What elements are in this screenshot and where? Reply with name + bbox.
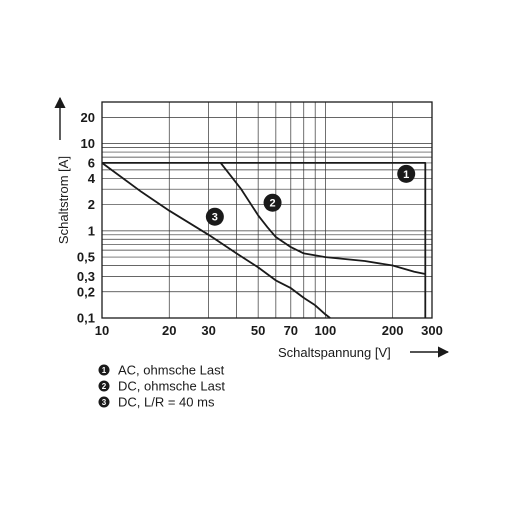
grid — [101, 101, 433, 319]
legend-label: DC, ohmsche Last — [118, 379, 225, 394]
series-line-3 — [101, 162, 331, 319]
series-line-1 — [102, 161, 427, 318]
x-axis-label: Schaltspannung [V] — [278, 345, 391, 360]
legend-badge-number: 1 — [102, 366, 107, 375]
curve-badge-3 — [205, 207, 224, 226]
legend-label: DC, L/R = 40 ms — [118, 395, 215, 410]
y-tick-label: 10 — [81, 136, 95, 151]
y-tick-label: 0,5 — [77, 250, 95, 265]
y-tick-label: 2 — [88, 197, 95, 212]
x-tick-label: 20 — [162, 323, 176, 338]
curve-badges: 1 2 3 — [205, 164, 416, 226]
curve-badge-number: 1 — [403, 169, 409, 181]
curve-badge-1 — [397, 164, 416, 183]
curve-badge-2 — [263, 193, 282, 212]
plot-frame — [101, 101, 433, 319]
legend-badge-number: 3 — [102, 398, 107, 407]
x-tick-label: 200 — [382, 323, 404, 338]
legend-badge-1 — [98, 364, 110, 376]
x-tick-label: 70 — [284, 323, 298, 338]
y-tick-label: 4 — [88, 171, 96, 186]
series-group — [101, 161, 427, 319]
y-tick-label: 6 — [88, 155, 95, 170]
tick-labels: 10 20 30 50 70 100 200 300 0,1 0,20,3 0,5 1 2 46 10 20 — [77, 110, 443, 338]
legend: 1 AC, ohmsche Last 2 DC, ohmsche Last 3 DC, L… — [98, 363, 225, 410]
y-tick-label: 0,2 — [77, 284, 95, 299]
legend-label: AC, ohmsche Last — [118, 363, 225, 378]
y-tick-label: 1 — [88, 223, 95, 238]
x-tick-label: 30 — [201, 323, 215, 338]
series-line-2 — [219, 162, 426, 275]
legend-badge-number: 2 — [102, 382, 107, 391]
plot-border — [101, 101, 433, 319]
x-tick-label: 100 — [315, 323, 337, 338]
x-tick-label: 50 — [251, 323, 265, 338]
y-axis-label: Schaltstrom [A] — [56, 156, 71, 244]
x-tick-label: 300 — [421, 323, 443, 338]
x-tick-label: 10 — [95, 323, 109, 338]
curve-badge-number: 3 — [212, 212, 218, 224]
y-tick-label: 0,3 — [77, 269, 95, 284]
curve-badge-number: 2 — [269, 198, 275, 210]
legend-badge-2 — [98, 380, 110, 392]
y-tick-label: 20 — [81, 110, 95, 125]
legend-badge-3 — [98, 396, 110, 408]
y-tick-label: 0,1 — [77, 311, 95, 326]
